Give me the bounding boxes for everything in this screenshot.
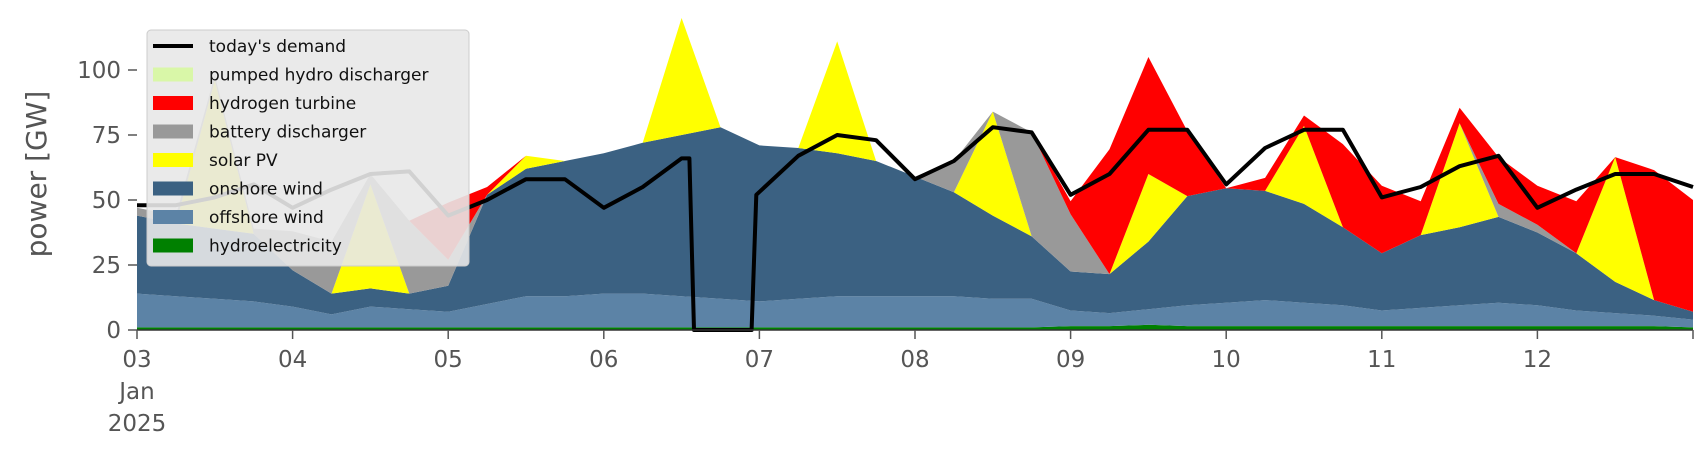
- x-tick-label: 06: [589, 347, 618, 373]
- legend-label-hydroelectricity: hydroelectricity: [209, 237, 342, 257]
- legend-swatch-solar-pv: [153, 153, 193, 167]
- legend-swatch-pumped-hydro-discharger: [153, 67, 193, 82]
- stacked-areas: [137, 18, 1693, 330]
- legend-label-today-s-demand: today's demand: [209, 37, 346, 57]
- legend-label-pumped-hydro-discharger: pumped hydro discharger: [209, 66, 428, 86]
- legend-box: [146, 29, 470, 267]
- x-tick-label: Jan: [117, 379, 154, 405]
- x-tick-label: 05: [434, 347, 463, 373]
- legend-swatch-hydrogen-turbine: [153, 96, 193, 110]
- y-tick-label: 75: [92, 123, 121, 149]
- x-tick-label: 09: [1056, 347, 1085, 373]
- area-offshore-wind: [137, 293, 1693, 328]
- x-tick-label: 2025: [108, 411, 167, 437]
- legend-label-battery-discharger: battery discharger: [209, 123, 366, 143]
- legend-swatch-hydroelectricity: [153, 238, 193, 253]
- x-tick-label: 10: [1212, 347, 1241, 373]
- legend-label-solar-pv: solar PV: [209, 151, 278, 171]
- x-tick-label: 04: [278, 347, 307, 373]
- y-tick-label: 0: [106, 318, 121, 344]
- y-tick-label: 25: [92, 253, 121, 279]
- legend: today's demand pumped hydro discharger hyd…: [146, 29, 470, 267]
- legend-label-hydrogen-turbine: hydrogen turbine: [209, 94, 356, 114]
- legend-swatch-onshore-wind: [153, 181, 193, 196]
- x-tick-label: 12: [1523, 347, 1552, 373]
- x-tick-label: 03: [122, 347, 151, 373]
- area-onshore-wind: [137, 127, 1693, 320]
- legend-label-onshore-wind: onshore wind: [209, 180, 323, 200]
- legend-swatch-battery-discharger: [153, 124, 193, 139]
- x-tick-label: 07: [745, 347, 774, 373]
- axes: 0 25 50 75 100 03 Jan 2025 04 05 06 07 08 09 10 11 12 pow…: [20, 58, 1694, 437]
- x-tick-label: 11: [1367, 347, 1396, 373]
- legend-label-offshore-wind: offshore wind: [209, 208, 324, 228]
- y-tick-label: 100: [77, 58, 121, 84]
- y-tick-label: 50: [92, 188, 121, 214]
- legend-swatch-offshore-wind: [153, 210, 193, 224]
- y-axis-title: power [GW]: [20, 91, 53, 258]
- x-tick-label: 08: [900, 347, 929, 373]
